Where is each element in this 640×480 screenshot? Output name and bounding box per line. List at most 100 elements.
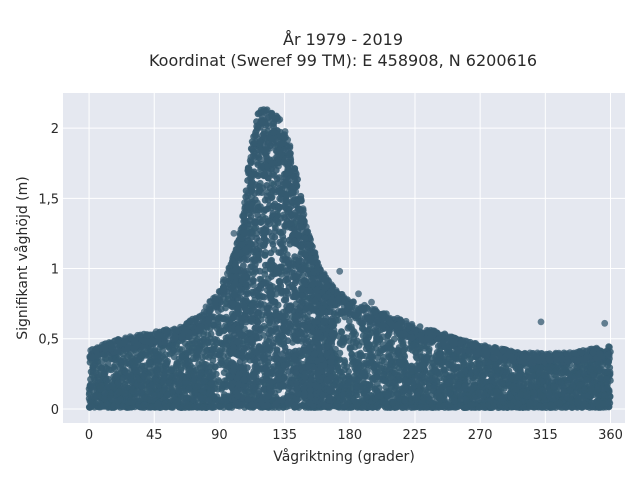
- data-point: [374, 380, 381, 388]
- data-point: [208, 339, 215, 346]
- data-point: [359, 404, 367, 411]
- data-point: [348, 360, 356, 368]
- data-point: [547, 363, 555, 371]
- data-point: [207, 380, 215, 388]
- data-point: [174, 348, 181, 356]
- data-point: [94, 371, 102, 379]
- data-point: [368, 351, 376, 359]
- data-point: [546, 387, 554, 395]
- data-point: [408, 404, 415, 411]
- data-point: [173, 340, 181, 348]
- data-point: [477, 381, 485, 389]
- data-point: [445, 361, 452, 368]
- data-point: [362, 337, 370, 345]
- data-point: [396, 359, 403, 366]
- data-point: [472, 367, 480, 375]
- data-point: [169, 403, 177, 410]
- data-point: [441, 366, 449, 374]
- data-point: [371, 368, 379, 376]
- data-point: [107, 389, 114, 397]
- data-point: [138, 404, 146, 411]
- data-point: [389, 379, 397, 387]
- data-point: [210, 352, 218, 360]
- data-point: [604, 368, 611, 376]
- data-point: [199, 403, 207, 411]
- data-point: [121, 389, 129, 397]
- data-point: [199, 388, 207, 396]
- data-point: [151, 364, 159, 371]
- data-point: [529, 372, 536, 379]
- data-point: [446, 378, 454, 386]
- data-point: [346, 317, 353, 325]
- data-point: [566, 386, 574, 394]
- data-point: [579, 364, 587, 372]
- data-point: [359, 332, 367, 340]
- data-point: [482, 367, 490, 375]
- data-point: [223, 358, 231, 366]
- data-point: [185, 385, 193, 393]
- data-point: [338, 328, 346, 336]
- data-point: [207, 325, 214, 332]
- data-point: [417, 344, 424, 352]
- data-point: [387, 364, 394, 372]
- data-point: [426, 369, 434, 377]
- data-point: [200, 348, 208, 356]
- data-point: [87, 375, 94, 383]
- data-point: [499, 380, 506, 387]
- data-point: [197, 394, 205, 401]
- data-point: [166, 372, 174, 380]
- data-point: [580, 399, 587, 407]
- data-point: [350, 335, 358, 342]
- data-point: [348, 355, 356, 363]
- data-point: [261, 266, 269, 274]
- data-point: [603, 384, 611, 392]
- data-point: [476, 361, 483, 369]
- data-point: [589, 371, 597, 378]
- data-point: [379, 333, 387, 341]
- data-point: [374, 373, 381, 381]
- data-point: [178, 353, 186, 361]
- data-point: [493, 388, 501, 396]
- data-point: [399, 404, 407, 411]
- data-point: [221, 346, 229, 353]
- data-point: [412, 342, 419, 350]
- data-point: [377, 345, 385, 353]
- data-point: [341, 359, 349, 366]
- data-point: [353, 383, 361, 391]
- data-point: [381, 377, 389, 385]
- data-point: [507, 393, 515, 401]
- data-point: [151, 391, 159, 399]
- data-point: [222, 300, 230, 308]
- data-point: [350, 329, 357, 337]
- data-point: [576, 381, 584, 389]
- data-point: [351, 398, 359, 406]
- data-point: [339, 335, 347, 342]
- data-point: [423, 355, 431, 363]
- data-point: [136, 352, 144, 360]
- data-point: [346, 344, 354, 351]
- data-points: [85, 106, 614, 411]
- data-point: [152, 377, 160, 385]
- data-point: [191, 339, 199, 347]
- data-point: [401, 353, 409, 360]
- data-point: [355, 355, 363, 363]
- data-point: [528, 377, 536, 384]
- data-point: [335, 367, 343, 375]
- data-point: [336, 356, 344, 363]
- data-point: [605, 358, 612, 366]
- data-point: [366, 381, 373, 389]
- data-point: [358, 395, 366, 403]
- data-point: [557, 379, 565, 386]
- data-point: [556, 400, 563, 407]
- data-point: [336, 340, 344, 347]
- data-point: [348, 403, 356, 411]
- data-point: [122, 368, 129, 376]
- data-point: [214, 321, 222, 328]
- data-point: [373, 333, 380, 341]
- data-point: [479, 373, 487, 380]
- data-point: [573, 389, 580, 397]
- data-point: [396, 395, 403, 403]
- data-point: [208, 361, 215, 369]
- data-point: [220, 315, 228, 323]
- data-point: [175, 380, 183, 388]
